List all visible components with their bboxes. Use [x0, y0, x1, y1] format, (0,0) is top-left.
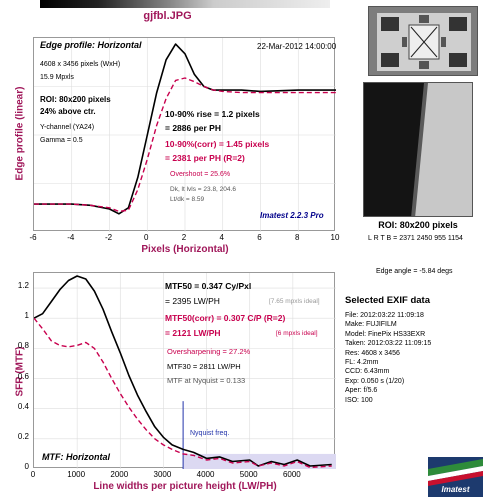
- mtf50-corr-lwph: = 2121 LW/PH: [165, 328, 221, 338]
- edge-profile-panel: [33, 37, 336, 232]
- mtf-chart: [34, 273, 336, 469]
- edge-rise: 10-90% rise = 1.2 pixels: [165, 109, 260, 119]
- x-tick-label: 0: [144, 233, 149, 242]
- slanted-edge-icon: [364, 83, 472, 216]
- x-tick-label: 1000: [67, 470, 86, 479]
- full-image-thumbnail: [368, 6, 478, 76]
- x-tick-label: -4: [67, 233, 75, 242]
- edge-angle: Edge angle = -5.84 degs: [376, 268, 453, 275]
- mtf50-corr-value: MTF50(corr) = 0.307 C/P (R=2): [165, 313, 286, 323]
- test-chart-thumbnail-icon: [369, 7, 477, 75]
- file-title: gjfbl.JPG: [143, 10, 192, 22]
- oversharpening: Oversharpening = 27.2%: [167, 347, 251, 356]
- edge-roi: ROI: 80x200 pixels: [40, 95, 111, 104]
- x-tick-label: 6: [257, 233, 262, 242]
- edge-per-ph-corr: = 2381 per PH (R=2): [165, 153, 245, 163]
- mtf-plot-label: MTF: Horizontal: [42, 452, 110, 462]
- gray-gradient-strip: [40, 0, 330, 8]
- exif-row: Res: 4608 x 3456: [345, 349, 400, 357]
- edge-channel: Y-channel (YA24): [40, 124, 95, 131]
- edge-profile-chart: [34, 38, 336, 232]
- corrected-series-line: [34, 317, 332, 469]
- x-tick-label: 6000: [282, 470, 301, 479]
- edge-lt-dk-ratio: Lt/dk = 8.59: [170, 196, 205, 203]
- y-tick-label: 0.2: [17, 431, 29, 441]
- mtf-panel: [33, 272, 336, 469]
- edge-profile-y-label: Edge profile (linear): [14, 86, 26, 181]
- mtf30-value: MTF30 = 2811 LW/PH: [167, 362, 241, 371]
- exif-row: Aper: f/5.6: [345, 387, 378, 395]
- edge-profile-x-label: Pixels (Horizontal): [141, 244, 229, 255]
- imatest-logo-text: Imatest: [441, 485, 470, 494]
- y-tick-label: 1: [24, 311, 29, 321]
- roi-caption: ROI: 80x200 pixels: [378, 220, 458, 230]
- edge-rise-corr: 10-90%(corr) = 1.45 pixels: [165, 139, 270, 149]
- exif-row: File: 2012:03:22 11:09:18: [345, 312, 424, 319]
- imatest-logo-icon: [428, 457, 483, 497]
- mtf50-corr-ideal: [6 mpxls ideal]: [276, 330, 318, 337]
- roi-edge-image: [363, 82, 473, 217]
- exif-row: Taken: 2012:03:22 11:09:15: [345, 340, 432, 348]
- exif-row: Model: FinePix HS33EXR: [345, 330, 426, 338]
- y-tick-label: 0: [24, 462, 29, 471]
- x-tick-label: -2: [104, 233, 113, 242]
- edge-above-ctr: 24% above ctr.: [40, 107, 96, 116]
- nyquist-label: Nyquist freq.: [190, 430, 230, 437]
- edge-per-ph: = 2886 per PH: [165, 123, 221, 133]
- y-tick-label: 0.8: [17, 341, 29, 351]
- x-tick-label: 5000: [239, 470, 258, 479]
- y-tick-label: 1.2: [17, 281, 29, 291]
- x-tick-label: 3000: [153, 470, 172, 479]
- edge-header-left: Edge profile: Horizontal: [40, 40, 142, 50]
- y-tick-label: 0.4: [17, 401, 29, 411]
- x-tick-label: -6: [29, 233, 37, 242]
- exif-row: Make: FUJIFILM: [345, 321, 397, 329]
- mtf50-ideal: [7.65 mpxls ideal]: [269, 298, 320, 305]
- x-tick-label: 10: [330, 233, 340, 242]
- imatest-version: Imatest 2.2.3 Pro: [260, 211, 324, 220]
- x-tick-label: 8: [295, 233, 300, 242]
- exif-row: FL: 4.2mm: [345, 359, 379, 367]
- mtf50-lwph: = 2395 LW/PH: [165, 296, 220, 306]
- corrected-series-line: [34, 77, 336, 213]
- y-tick-label: 0.6: [17, 371, 29, 381]
- exif-row: ISO: 100: [345, 396, 373, 404]
- roi-lrtb: L R T B = 2371 2450 955 1154: [368, 235, 463, 242]
- x-tick-label: 0: [30, 470, 36, 479]
- mtf-x-label: Line widths per picture height (LW/PH): [93, 481, 277, 492]
- x-tick-label: 4000: [196, 470, 215, 479]
- edge-gamma: Gamma = 0.5: [40, 137, 83, 144]
- exif-list: File: 2012:03:22 11:09:18 Make: FUJIFILM M…: [345, 311, 495, 405]
- exif-title: Selected EXIF data: [345, 295, 431, 306]
- measured-series-line: [34, 43, 336, 215]
- edge-dk-lt-levels: Dk, lt lvls = 23.8, 204.6: [170, 186, 236, 193]
- x-tick-label: 4: [219, 233, 224, 242]
- x-tick-label: 2: [181, 233, 187, 242]
- edge-pixels-wxh: 4608 x 3456 pixels (WxH): [40, 61, 121, 68]
- edge-overshoot: Overshoot = 25.6%: [170, 171, 231, 178]
- edge-mpxls: 15.9 Mpxls: [40, 74, 74, 81]
- exif-row: CCD: 6.43mm: [345, 368, 390, 376]
- mtf50-value: MTF50 = 0.347 Cy/Pxl: [165, 281, 252, 291]
- x-tick-label: 2000: [110, 470, 129, 479]
- edge-header-right: 22-Mar-2012 14:00:00: [257, 42, 337, 51]
- imatest-logo: Imatest: [428, 457, 483, 497]
- mtf-at-nyquist: MTF at Nyquist = 0.133: [167, 376, 246, 385]
- exif-row: Exp: 0.050 s (1/20): [345, 377, 405, 385]
